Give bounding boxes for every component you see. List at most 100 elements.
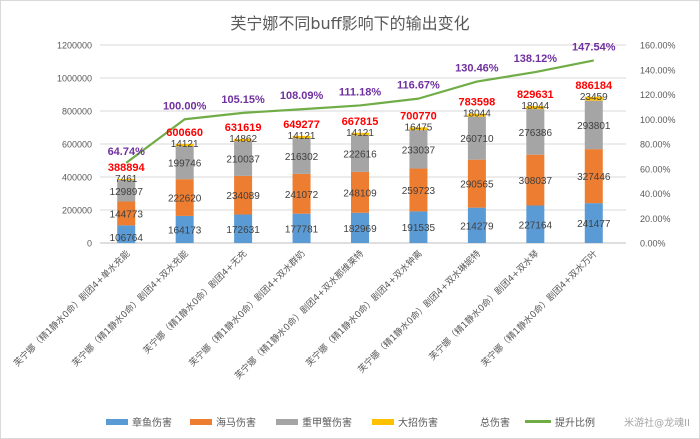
x-axis-labels: 芙宁娜（精1静水0命）剧团4+单水充能芙宁娜（精1静水0命）剧团4+双水充能芙宁… bbox=[11, 248, 600, 382]
bar-burst bbox=[584, 96, 603, 101]
legend-line-swatch bbox=[525, 420, 551, 423]
x-tick-label: 芙宁娜（精1静水0命）剧团4+双水万叶 bbox=[478, 248, 599, 369]
y2-tick-label: 140.00% bbox=[640, 65, 676, 75]
stacked-bars bbox=[117, 96, 603, 243]
burst-label: 23459 bbox=[580, 92, 608, 103]
bar-crab bbox=[234, 141, 253, 176]
segment-label: 216302 bbox=[285, 152, 319, 163]
total-label: 631619 bbox=[225, 122, 262, 134]
y-axis-left: 0 200000 400000 600000 800000 1000000 1200000 bbox=[57, 41, 92, 249]
bar-burst bbox=[292, 135, 311, 139]
segment-label: 144773 bbox=[110, 209, 144, 220]
legend-item-total: 总伤害 bbox=[480, 414, 510, 429]
y-tick-label: 600000 bbox=[62, 140, 92, 150]
segment-label: 233037 bbox=[402, 145, 436, 156]
ratio-line-path bbox=[125, 59, 594, 164]
y2-tick-label: 20.00% bbox=[640, 214, 671, 224]
y-tick-label: 1200000 bbox=[57, 41, 92, 51]
segment-label: 191535 bbox=[402, 223, 436, 234]
x-tick-label: 芙宁娜（精1静水0命）剧团4+双水充能 bbox=[69, 248, 190, 369]
burst-label: 16475 bbox=[405, 122, 433, 133]
bar-burst bbox=[117, 178, 136, 181]
y2-tick-label: 100.00% bbox=[640, 115, 676, 125]
bar-seahorse bbox=[117, 201, 136, 226]
bar-seahorse bbox=[584, 149, 603, 204]
total-label: 783598 bbox=[459, 97, 496, 109]
ratio-label: 100.00% bbox=[163, 100, 207, 112]
burst-label: 7461 bbox=[115, 174, 138, 185]
bar-seahorse bbox=[409, 168, 428, 212]
bar-crab bbox=[351, 135, 369, 172]
x-tick-label: 芙宁娜（精1静水0命）剧团4+双水琴 bbox=[426, 248, 541, 363]
legend-item-burst: 大招伤害 bbox=[372, 414, 438, 429]
y2-tick-label: 120.00% bbox=[640, 90, 676, 100]
bar-crab bbox=[292, 138, 311, 174]
bar-octopus bbox=[351, 212, 369, 243]
segment-label: 199746 bbox=[168, 159, 202, 170]
segment-label: 248109 bbox=[343, 188, 377, 199]
segment-label: 222616 bbox=[343, 150, 377, 161]
bar-octopus bbox=[409, 211, 428, 243]
bar-crab bbox=[409, 130, 428, 169]
total-label: 388894 bbox=[108, 162, 146, 174]
segment-label: 259723 bbox=[402, 186, 436, 197]
segment-label: 308037 bbox=[519, 176, 553, 187]
burst-label: 14121 bbox=[288, 131, 316, 142]
bar-octopus bbox=[584, 203, 603, 243]
bar-burst bbox=[351, 132, 369, 136]
ratio-label: 138.12% bbox=[514, 53, 558, 65]
burst-label: 14862 bbox=[229, 134, 257, 145]
x-tick-label: 芙宁娜（精1静水0命）剧团4+双水钟离 bbox=[303, 248, 424, 369]
bar-octopus bbox=[526, 205, 545, 243]
segment-label: 106764 bbox=[110, 233, 144, 244]
bar-octopus bbox=[234, 214, 253, 243]
segment-label: 227164 bbox=[519, 220, 553, 231]
legend-label: 提升比例 bbox=[555, 418, 595, 429]
bar-burst bbox=[409, 127, 428, 131]
ratio-label: 105.15% bbox=[221, 94, 265, 106]
segment-label: 129897 bbox=[110, 187, 144, 198]
ratio-label: 108.09% bbox=[280, 90, 324, 102]
ratio-label: 64.74% bbox=[108, 146, 146, 158]
legend-label: 总伤害 bbox=[480, 418, 510, 429]
bar-burst bbox=[467, 113, 486, 117]
bar-seahorse bbox=[526, 154, 545, 206]
burst-label: 14121 bbox=[171, 139, 199, 150]
bar-octopus bbox=[175, 215, 194, 243]
burst-label: 14121 bbox=[346, 128, 374, 139]
bar-crab bbox=[526, 109, 545, 155]
bar-burst bbox=[234, 138, 253, 142]
bar-seahorse bbox=[351, 171, 369, 213]
segment-label: 172631 bbox=[226, 225, 260, 236]
segment-label: 293801 bbox=[577, 121, 611, 132]
segment-label: 241477 bbox=[577, 219, 611, 230]
y2-tick-label: 60.00% bbox=[640, 164, 671, 174]
ratio-label: 116.67% bbox=[397, 80, 440, 92]
ratio-label: 111.18% bbox=[339, 86, 381, 98]
legend-item-crab: 重甲蟹伤害 bbox=[276, 414, 352, 429]
segment-label: 241072 bbox=[285, 190, 319, 201]
legend-label: 章鱼伤害 bbox=[132, 418, 172, 429]
y-tick-label: 800000 bbox=[62, 107, 92, 117]
x-tick-label: 芙宁娜（精1静水0命）剧团4+双水群奶 bbox=[186, 248, 307, 369]
legend: 章鱼伤害 海马伤害 重甲蟹伤害 大招伤害 总伤害 提升比例 bbox=[0, 411, 700, 431]
y-tick-label: 400000 bbox=[62, 173, 92, 183]
y-tick-label: 1000000 bbox=[57, 74, 92, 84]
legend-item-seahorse: 海马伤害 bbox=[190, 414, 256, 429]
total-label: 829631 bbox=[517, 89, 554, 101]
segment-label: 276386 bbox=[519, 128, 553, 139]
chart-title: 芙宁娜不同buff影响下的输出变化 bbox=[230, 14, 470, 33]
legend-item-octopus: 章鱼伤害 bbox=[106, 414, 172, 429]
bar-octopus bbox=[467, 207, 486, 243]
bar-octopus bbox=[292, 213, 311, 243]
total-label: 886184 bbox=[575, 80, 613, 92]
bar-burst bbox=[526, 106, 545, 110]
legend-label: 海马伤害 bbox=[216, 418, 256, 429]
x-tick-label: 芙宁娜（精1静水0命）剧团4+双水琳妮特 bbox=[355, 248, 483, 376]
legend-label: 大招伤害 bbox=[398, 418, 438, 429]
ratio-label: 130.46% bbox=[455, 63, 499, 75]
bar-crab bbox=[117, 180, 136, 202]
segment-label: 234089 bbox=[226, 191, 260, 202]
